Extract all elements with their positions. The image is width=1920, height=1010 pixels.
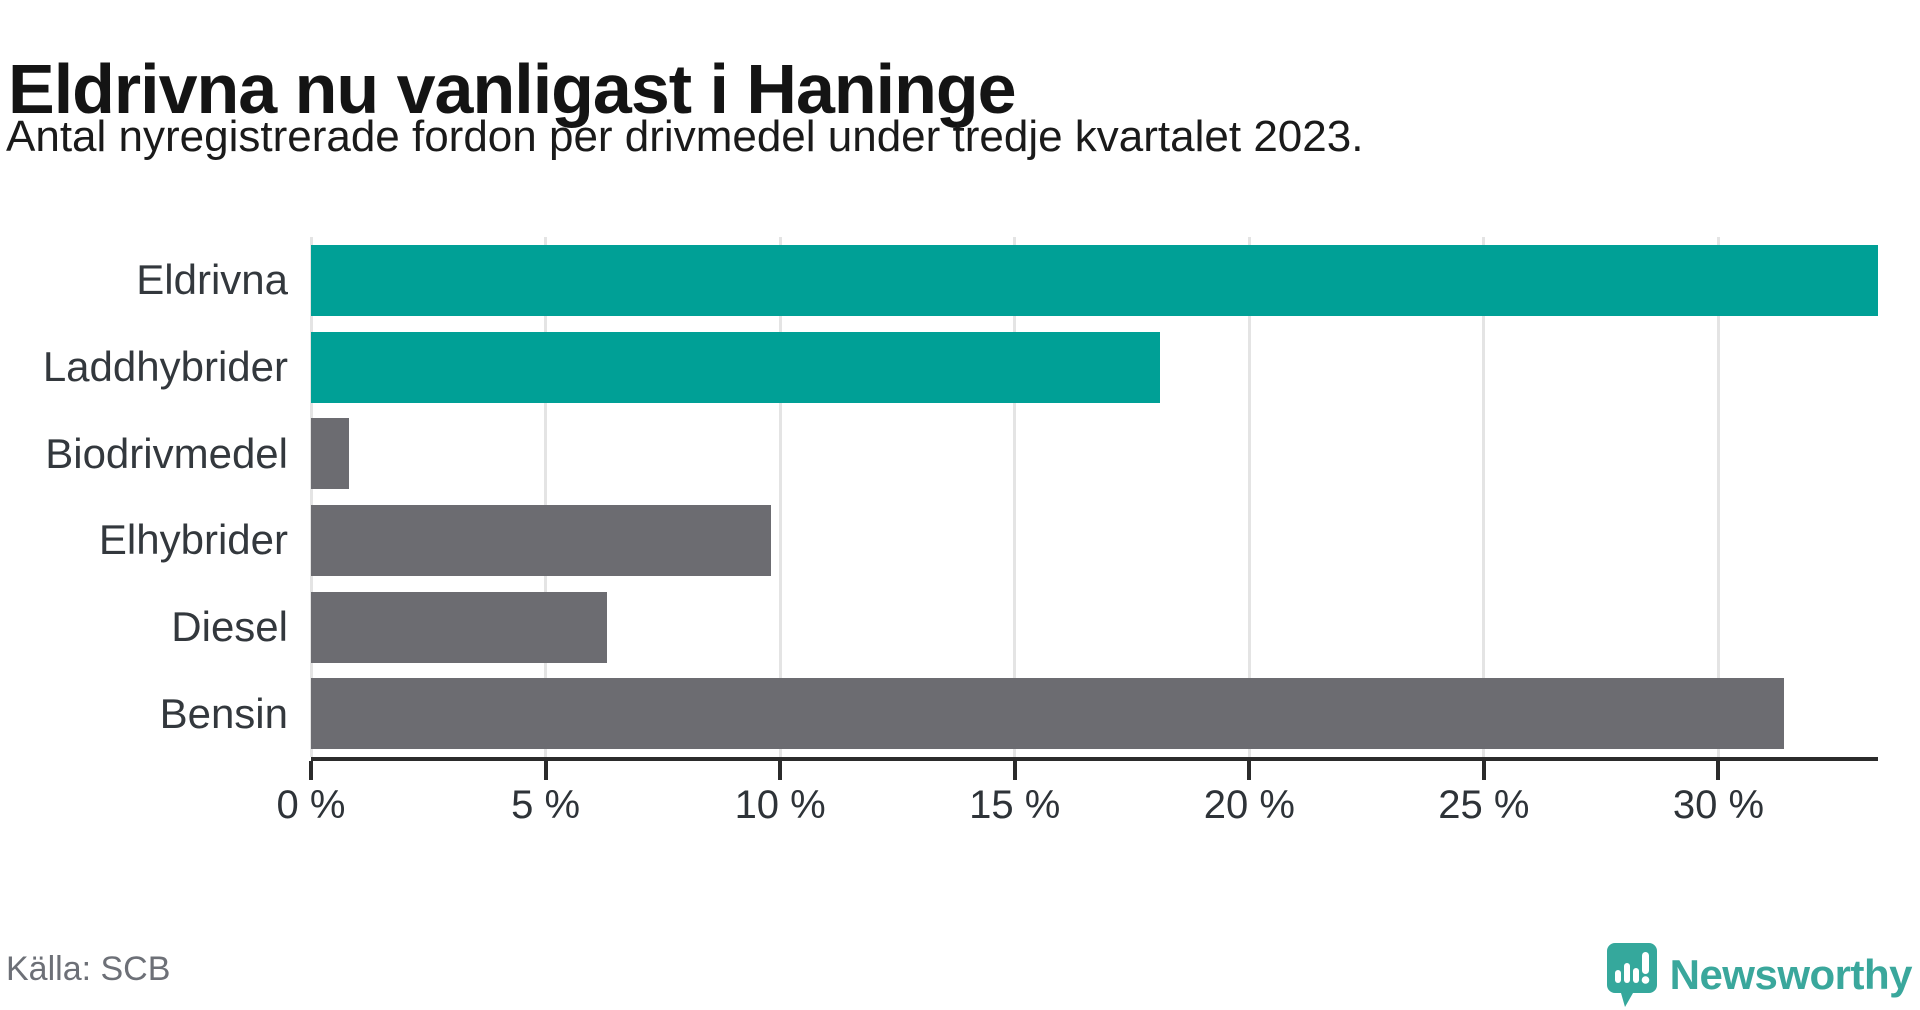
gridline [778,237,782,757]
x-tick-mark [1012,761,1017,780]
category-axis: Eldrivna Laddhybrider Biodrivmedel Elhybrid… [0,237,288,757]
category-label: Bensin [159,689,288,737]
gridline [1013,237,1017,757]
bar-elhybrider [311,504,771,576]
x-axis-line [311,757,1878,761]
gridline [1482,237,1486,757]
x-tick-label: 0 % [276,783,346,827]
x-tick-mark [778,761,783,780]
x-tick-mark [309,761,313,780]
newsworthy-logo-text: Newsworthy [1669,951,1913,998]
category-label: Eldrivna [136,256,288,304]
x-tick-mark [1247,761,1252,780]
gridline [1716,237,1720,757]
x-tick-label: 5 % [511,783,581,827]
x-tick-mark [1716,761,1721,780]
x-tick-label: 15 % [969,783,1061,827]
newsworthy-logo: Newsworthy [1606,942,1913,1008]
chart-subtitle: Antal nyregistrerade fordon per drivmede… [6,112,1364,161]
newsworthy-logo-icon [1606,943,1657,1007]
bar-biodrivmedel [311,418,349,490]
bar-diesel [311,591,607,663]
category-label: Biodrivmedel [45,429,288,477]
x-tick-label: 10 % [734,783,826,827]
plot-area: 0 % 5 % 10 % 15 % 20 % 25 % 30 % [277,237,1878,827]
bar-laddhybrider [311,331,1161,403]
x-tick-label: 30 % [1672,783,1765,827]
gridline [309,237,313,757]
bar-bensin [311,678,1785,750]
gridline [1247,237,1251,757]
gridline [544,237,548,757]
x-tick-label: 20 % [1203,783,1295,827]
x-tick-mark [543,761,548,780]
source-label: Källa: SCB [6,950,171,988]
category-label: Elhybrider [98,516,288,564]
x-tick-label: 25 % [1438,783,1530,827]
chart-title: Eldrivna nu vanligast i Haninge [8,49,1017,128]
category-label: Laddhybrider [42,343,288,390]
x-tick-mark [1481,761,1486,780]
category-label: Diesel [171,603,288,650]
bar-eldrivna [311,244,1878,316]
